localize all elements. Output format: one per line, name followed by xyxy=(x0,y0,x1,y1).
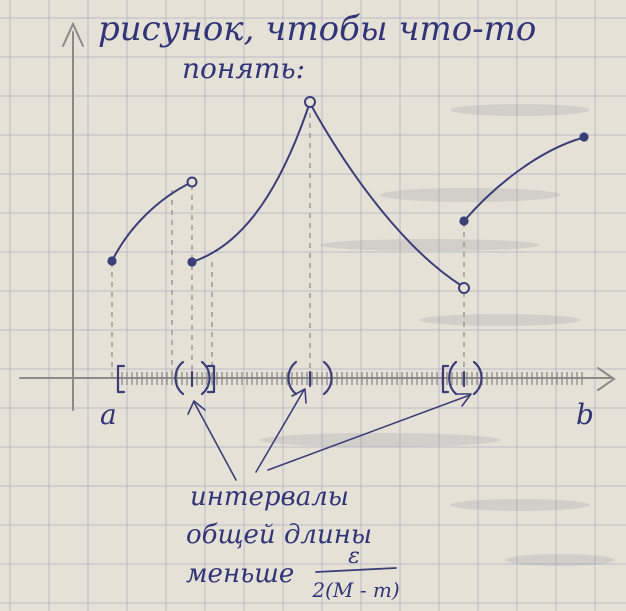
paren-jump2-left xyxy=(448,360,458,396)
graph-endpoints xyxy=(107,96,589,294)
bracket-jump1 xyxy=(206,364,216,394)
function-graph xyxy=(111,104,583,287)
open-point-peak xyxy=(304,96,316,108)
annotation-arrows xyxy=(187,388,472,481)
closed-point-jump2-top xyxy=(459,216,469,226)
arrow-head-jump1 xyxy=(187,400,206,415)
y-axis-arrow xyxy=(62,21,84,47)
arrow-head-jump2 xyxy=(455,393,472,407)
bracket-jump2 xyxy=(441,364,450,394)
closed-point-b xyxy=(579,132,589,142)
paren-peak-left xyxy=(287,360,298,396)
fraction-bar xyxy=(315,567,397,573)
paren-peak-right xyxy=(322,360,333,396)
open-point-jump1-top xyxy=(186,176,198,188)
paren-jump1-right xyxy=(200,360,211,396)
note-line-1: интервалы xyxy=(190,482,349,512)
label-b: b xyxy=(576,398,594,431)
arrow-to-jump1 xyxy=(193,401,237,481)
paren-jump1-left xyxy=(174,360,185,396)
arrow-to-jump2 xyxy=(267,394,471,471)
dashed-guide-lines xyxy=(111,103,465,380)
closed-point-jump1-bottom xyxy=(187,257,197,267)
bleed-through-marks xyxy=(260,104,615,566)
fraction-denominator: 2(M - m) xyxy=(311,578,399,602)
label-a: a xyxy=(100,398,117,431)
open-point-jump2-bottom xyxy=(458,282,470,294)
graph-piece-1 xyxy=(111,182,191,262)
paren-jump2-right xyxy=(472,360,483,396)
note-line-2: общей длины xyxy=(186,520,372,550)
graph-piece-2-rising xyxy=(191,104,310,263)
fraction-numerator: ε xyxy=(348,544,360,569)
note-line-3: меньше xyxy=(186,559,294,589)
bracket-a xyxy=(116,364,126,394)
closed-point-a xyxy=(107,256,117,266)
arrow-to-peak xyxy=(255,389,305,473)
heading-line-1: рисунок, чтобы что-то xyxy=(98,9,536,49)
graph-piece-2-falling xyxy=(310,104,463,287)
x-axis-arrow xyxy=(597,367,616,391)
interval-brackets xyxy=(116,360,483,396)
arrow-head-peak xyxy=(291,388,307,404)
heading-line-2: понять: xyxy=(182,52,305,85)
graph-piece-3 xyxy=(463,137,583,222)
